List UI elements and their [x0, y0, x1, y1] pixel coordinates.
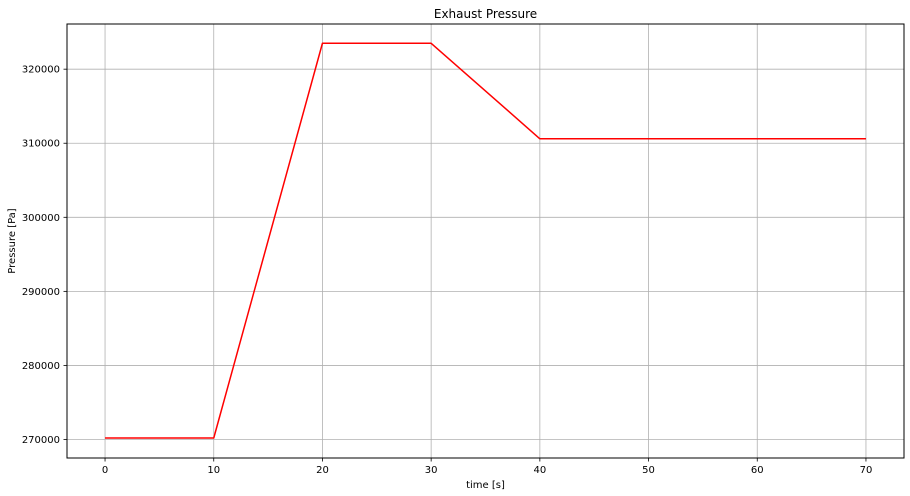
- x-tick-label: 10: [207, 465, 220, 476]
- x-tick-label: 30: [425, 465, 438, 476]
- y-tick-label: 290000: [22, 287, 60, 298]
- grid: [67, 24, 904, 458]
- y-tick-label: 310000: [22, 139, 60, 150]
- plot-area: [67, 24, 904, 458]
- series-layer: [105, 42, 866, 439]
- y-tick-label: 300000: [22, 213, 60, 224]
- y-tick-label: 270000: [22, 435, 60, 446]
- y-axis-label: Pressure [Pa]: [7, 208, 18, 273]
- x-tick-label: 50: [642, 465, 655, 476]
- x-tick-label: 60: [751, 465, 764, 476]
- x-tick-label: 40: [533, 465, 546, 476]
- x-axis-ticks: 0 10 20 30 40 50 60 70: [102, 458, 872, 476]
- chart-title: Exhaust Pressure: [434, 7, 537, 21]
- x-axis-label: time [s]: [466, 480, 505, 491]
- y-axis-ticks: 270000 280000 290000 300000 310000 320000: [22, 65, 67, 446]
- y-tick-label: 320000: [22, 65, 60, 76]
- plot-frame: [66, 23, 905, 459]
- x-tick-label: 70: [860, 465, 873, 476]
- pressure-series-line: [105, 42, 866, 439]
- x-tick-label: 20: [316, 465, 329, 476]
- x-tick-label: 0: [102, 465, 108, 476]
- y-tick-label: 280000: [22, 361, 60, 372]
